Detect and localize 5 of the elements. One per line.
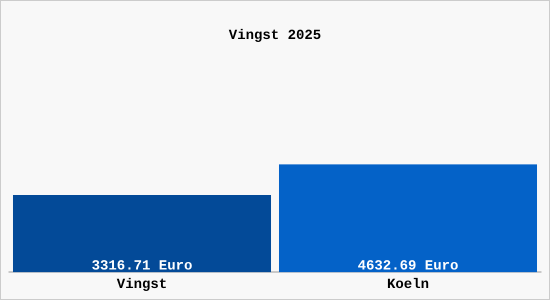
x-tick-label: Koeln [386, 277, 430, 294]
data-label: 3316.71 Euro [92, 258, 192, 275]
chart-title: Vingst 2025 [228, 28, 322, 44]
data-label: 4632.69 Euro [358, 258, 458, 275]
x-tick-label: Vingst [116, 277, 168, 294]
